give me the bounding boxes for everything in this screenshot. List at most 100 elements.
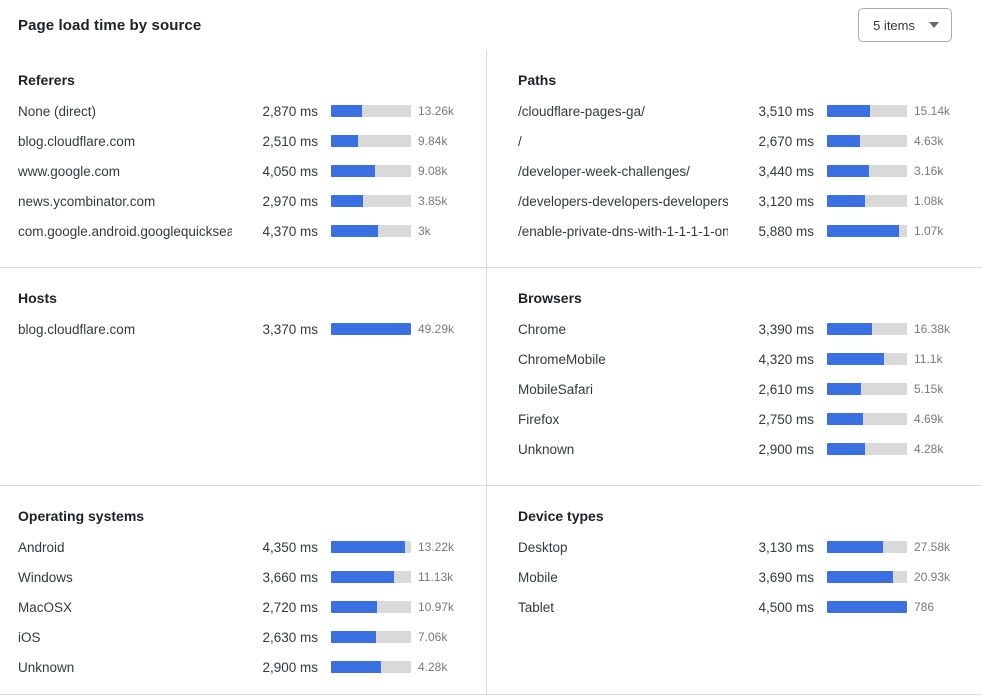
metric-count: 3.85k <box>418 194 448 208</box>
metric-label: /developers-developers-developers/ <box>518 193 728 209</box>
metric-value-ms: 4,370 ms <box>262 223 318 239</box>
metric-bar <box>331 165 411 177</box>
metric-value-ms: 2,970 ms <box>262 193 318 209</box>
metric-count: 786 <box>914 600 935 614</box>
metric-row: com.google.android.googlequicksearc... 4,… <box>18 216 466 246</box>
metric-bar <box>331 631 411 643</box>
metric-label: blog.cloudflare.com <box>18 321 136 337</box>
metric-count: 13.22k <box>418 540 455 554</box>
metric-count: 3k <box>418 224 431 238</box>
metric-value-ms: 3,120 ms <box>758 193 814 209</box>
widget-header: Page load time by source 5 items <box>0 0 982 50</box>
metric-row: /developers-developers-developers/3,120 … <box>518 186 962 216</box>
metric-count: 4.63k <box>914 134 944 148</box>
metric-bar <box>827 443 907 455</box>
metric-label: None (direct) <box>18 103 97 119</box>
panel-paths: Paths/cloudflare-pages-ga/3,510 ms 15.14k… <box>486 50 982 267</box>
metric-value-ms: 3,510 ms <box>758 103 814 119</box>
metric-bar-fill <box>331 571 394 583</box>
metric-label: ChromeMobile <box>518 351 606 367</box>
metric-bar-fill <box>827 571 893 583</box>
metric-value-ms: 2,510 ms <box>262 133 318 149</box>
metric-value-ms: 3,130 ms <box>758 539 814 555</box>
metric-label: /enable-private-dns-with-1-1-1-1-on-... <box>518 223 728 239</box>
metric-label: Unknown <box>518 441 575 457</box>
metric-bar <box>827 353 907 365</box>
metric-label: /developer-week-challenges/ <box>518 163 690 179</box>
metric-count: 1.08k <box>914 194 944 208</box>
metric-bar-fill <box>331 541 406 553</box>
metric-count: 49.29k <box>418 322 455 336</box>
metric-bar <box>827 413 907 425</box>
metric-count: 20.93k <box>914 570 951 584</box>
metric-bar-fill <box>331 195 363 207</box>
metric-label: Mobile <box>518 569 558 585</box>
items-count-dropdown[interactable]: 5 items <box>858 8 952 42</box>
metric-bar <box>331 323 411 335</box>
metric-value-ms: 2,900 ms <box>758 441 814 457</box>
metric-count: 3.16k <box>914 164 944 178</box>
metric-bar-fill <box>827 383 862 395</box>
metric-bar <box>331 661 411 673</box>
metric-count: 11.1k <box>914 352 943 366</box>
metric-bar <box>331 195 411 207</box>
metric-value-ms: 4,350 ms <box>262 539 318 555</box>
metric-row: Windows 3,660 ms 11.13k <box>18 562 466 592</box>
metric-label: Unknown <box>18 659 75 675</box>
panel-title: Browsers <box>518 290 582 306</box>
metric-bar <box>827 225 907 237</box>
metric-bar <box>331 225 411 237</box>
metric-count: 16.38k <box>914 322 951 336</box>
metric-bar <box>331 541 411 553</box>
metric-bar-fill <box>827 443 866 455</box>
metric-count: 4.28k <box>418 660 448 674</box>
metric-row: Mobile 3,690 ms 20.93k <box>518 562 962 592</box>
metric-count: 11.13k <box>418 570 454 584</box>
metric-bar <box>827 165 907 177</box>
metric-label: Desktop <box>518 539 568 555</box>
metric-count: 9.08k <box>418 164 448 178</box>
metric-label: www.google.com <box>18 163 121 179</box>
metric-count: 9.84k <box>418 134 448 148</box>
metric-label: blog.cloudflare.com <box>18 133 136 149</box>
metric-value-ms: 2,750 ms <box>758 411 814 427</box>
metric-row: /cloudflare-pages-ga/3,510 ms 15.14k <box>518 96 962 126</box>
metric-bar <box>827 135 907 147</box>
metric-label: /cloudflare-pages-ga/ <box>518 103 645 119</box>
metric-bar-fill <box>331 631 376 643</box>
metric-bar <box>827 323 907 335</box>
panel-title: Operating systems <box>18 508 145 524</box>
metric-row: Unknown 2,900 ms 4.28k <box>518 434 962 464</box>
panel-title: Referers <box>18 72 75 88</box>
metric-bar-fill <box>331 135 358 147</box>
metric-row: Desktop 3,130 ms 27.58k <box>518 532 962 562</box>
metric-row: /developer-week-challenges/3,440 ms 3.16k <box>518 156 962 186</box>
metric-value-ms: 4,320 ms <box>758 351 814 367</box>
metric-value-ms: 3,390 ms <box>758 321 814 337</box>
metric-count: 10.97k <box>418 600 455 614</box>
metric-value-ms: 2,720 ms <box>262 599 318 615</box>
metric-count: 15.14k <box>914 104 951 118</box>
metric-row: news.ycombinator.com 2,970 ms 3.85k <box>18 186 466 216</box>
metric-row: Firefox 2,750 ms 4.69k <box>518 404 962 434</box>
metric-row: blog.cloudflare.com 2,510 ms 9.84k <box>18 126 466 156</box>
metric-count: 7.06k <box>418 630 448 644</box>
panel-hosts: Hosts blog.cloudflare.com 3,370 ms 49.29k <box>0 267 486 485</box>
metric-label: iOS <box>18 629 41 645</box>
metric-bar <box>827 571 907 583</box>
metric-bar <box>827 105 907 117</box>
chevron-down-icon <box>929 22 939 28</box>
metric-bar-fill <box>827 413 864 425</box>
metric-value-ms: 3,440 ms <box>758 163 814 179</box>
panel-title: Hosts <box>18 290 57 306</box>
metric-bar-fill <box>827 105 870 117</box>
metric-bar-fill <box>827 541 883 553</box>
metric-bar-fill <box>331 165 375 177</box>
panels-grid: Referers None (direct) 2,870 ms 13.26k blog.… <box>0 50 982 695</box>
metric-count: 1.07k <box>914 224 944 238</box>
panel-referers: Referers None (direct) 2,870 ms 13.26k blog.… <box>0 50 486 267</box>
metric-bar <box>331 601 411 613</box>
metric-label: / <box>518 133 522 149</box>
metric-bar <box>331 571 411 583</box>
metric-bar <box>331 105 411 117</box>
